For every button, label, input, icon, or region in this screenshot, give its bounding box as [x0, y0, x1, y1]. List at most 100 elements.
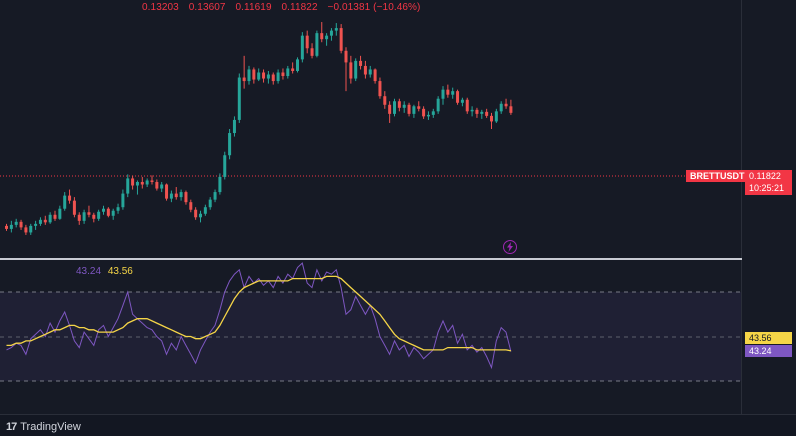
candle-body: [160, 184, 164, 189]
candle-body: [393, 101, 396, 114]
candle-body: [359, 60, 363, 66]
candle-body: [451, 91, 455, 95]
ohlc-open: 0.13203: [142, 2, 179, 13]
candle-body: [53, 214, 57, 219]
candles-group: [5, 22, 513, 235]
pane-divider[interactable]: [0, 258, 742, 260]
rsi-ma-axis-tag: 43.56: [745, 332, 792, 344]
tradingview-logo-text: TradingView: [20, 421, 81, 433]
ohlc-close: 0.11822: [281, 2, 318, 13]
candle-body: [252, 69, 256, 80]
rsi-axis-tag: 43.24: [745, 345, 792, 357]
last-price-box: 0.11822 10:25:21: [745, 170, 792, 195]
candle-body: [247, 69, 251, 82]
candle-body: [58, 208, 62, 219]
candle-body: [315, 33, 319, 56]
candle-body: [34, 223, 38, 226]
candle-body: [223, 155, 227, 177]
candle-body: [266, 74, 270, 79]
candle-body: [320, 33, 324, 40]
candle-body: [300, 35, 304, 60]
candle-body: [97, 211, 101, 219]
candle-body: [38, 219, 42, 224]
candle-body: [150, 180, 154, 182]
candle-body: [9, 224, 13, 229]
candle-body: [48, 214, 52, 223]
candle-body: [82, 212, 86, 221]
flash-circle-icon[interactable]: [503, 240, 517, 254]
candle-body: [286, 68, 290, 77]
candle-body: [77, 214, 81, 221]
candle-body: [446, 89, 450, 95]
candle-body: [19, 221, 23, 228]
candle-body: [24, 227, 28, 233]
candle-body: [271, 74, 275, 82]
candle-body: [5, 225, 8, 229]
candle-body: [499, 103, 503, 112]
candle-body: [281, 72, 285, 77]
candle-body: [184, 192, 188, 203]
candle-body: [407, 104, 411, 114]
price-chart-svg[interactable]: [0, 0, 796, 414]
candle-body: [189, 202, 193, 210]
candle-body: [363, 65, 367, 75]
candle-body: [305, 35, 309, 49]
ohlc-change: −0.01381 (−10.46%): [327, 2, 421, 13]
candle-body: [169, 193, 173, 199]
rsi-line: [6, 262, 512, 370]
candle-body: [174, 193, 178, 198]
ohlc-legend: 0.13203 0.13607 0.11619 0.11822 −0.01381…: [142, 2, 427, 13]
candle-body: [126, 178, 130, 194]
candle-body: [14, 221, 18, 225]
candle-body: [412, 106, 416, 114]
candle-body: [208, 199, 212, 208]
candle-body: [102, 208, 105, 212]
candle-body: [325, 35, 329, 40]
candle-body: [470, 109, 474, 112]
candle-body: [436, 98, 440, 112]
candle-body: [199, 213, 202, 218]
candle-body: [140, 181, 144, 185]
symbol-tag: BRETTUSDT: [686, 170, 749, 182]
candle-body: [194, 209, 198, 218]
candle-body: [460, 99, 464, 103]
ohlc-low: 0.11619: [235, 2, 272, 13]
candle-body: [72, 200, 76, 215]
candle-body: [373, 69, 377, 82]
price-axis-border: [741, 0, 742, 414]
candle-body: [92, 214, 96, 219]
candle-body: [480, 111, 484, 114]
candle-body: [426, 114, 430, 117]
candle-body: [291, 68, 295, 71]
candle-body: [257, 72, 261, 80]
candle-body: [63, 195, 67, 209]
candle-body: [475, 109, 479, 114]
candle-body: [237, 77, 241, 120]
candle-body: [490, 115, 493, 122]
flash-icon: [507, 242, 513, 252]
candle-body: [155, 181, 159, 189]
candle-body: [213, 192, 217, 200]
tradingview-logo[interactable]: 17 TradingView: [6, 421, 81, 433]
candle-body: [262, 72, 266, 79]
candle-body: [509, 106, 513, 113]
candle-body: [165, 184, 169, 199]
candle-body: [218, 176, 222, 193]
candle-body: [43, 219, 47, 223]
last-price-value: 0.11822: [749, 171, 781, 181]
candle-body: [388, 104, 392, 114]
rsi-ma-legend-value: 43.56: [107, 266, 133, 277]
candle-body: [296, 59, 299, 71]
candle-body: [228, 133, 232, 156]
candle-body: [334, 28, 338, 31]
candle-body: [354, 60, 358, 79]
candle-body: [310, 48, 314, 56]
candle-body: [383, 96, 387, 105]
footer-bar: 17 TradingView: [0, 414, 796, 436]
candle-body: [145, 180, 149, 185]
ohlc-high: 0.13607: [188, 2, 226, 13]
candle-body: [242, 77, 246, 82]
rsi-legend-value: 43.24: [76, 266, 102, 277]
rsi-legend: 43.24 43.56: [76, 266, 133, 277]
